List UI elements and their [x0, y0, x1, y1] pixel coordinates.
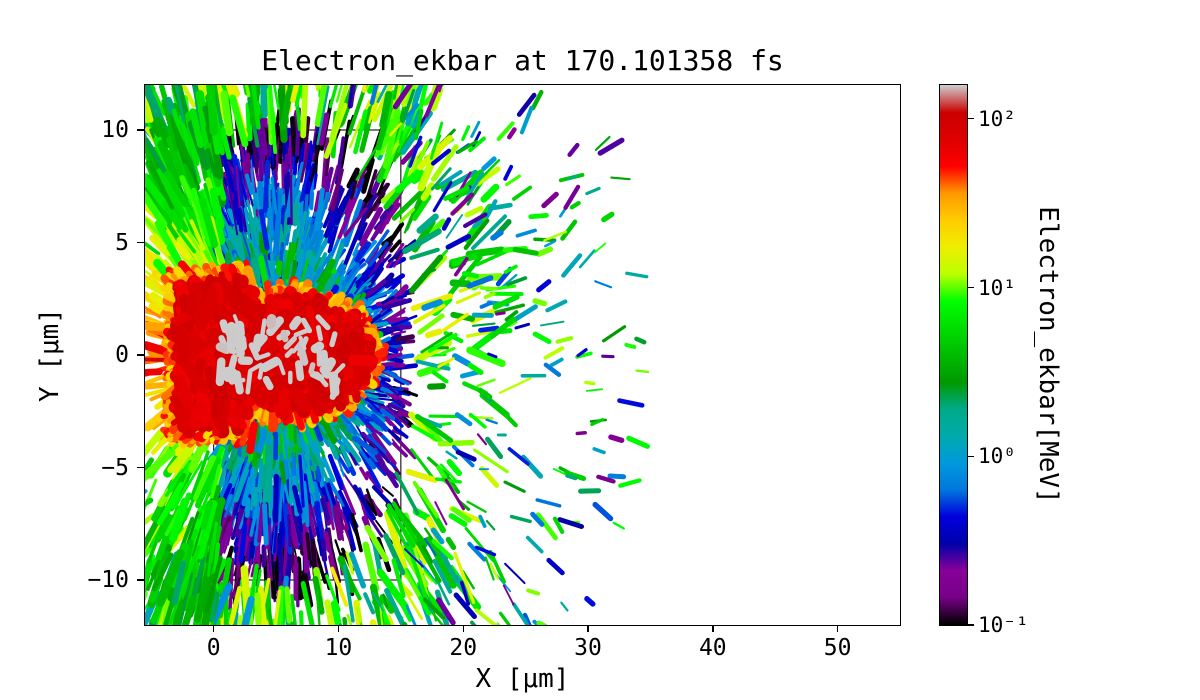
x-tick-mark: [462, 625, 464, 632]
y-tick-mark: [137, 241, 144, 244]
y-tick-label: 0: [115, 342, 129, 368]
colorbar-label: Electron_ekbar[MeV]: [1033, 206, 1063, 504]
y-tick-label: −5: [101, 454, 129, 481]
colorbar-canvas: [940, 85, 967, 625]
x-tick-label: 50: [823, 635, 852, 661]
plot-title: Electron_ekbar at 170.101358 fs: [261, 44, 784, 77]
colorbar-tick-mark: [967, 286, 974, 289]
colorbar: [939, 84, 968, 626]
colorbar-tick-mark: [967, 455, 974, 457]
x-tick-mark: [836, 625, 839, 632]
x-tick-mark: [587, 625, 589, 632]
x-tick-label: 10: [324, 635, 353, 661]
y-tick-label: −10: [87, 567, 129, 593]
x-tick-label: 0: [206, 635, 221, 661]
x-tick-mark: [337, 625, 340, 632]
y-tick-label: 10: [101, 117, 129, 143]
heatmap-canvas: [145, 85, 900, 625]
plot-area: [144, 84, 901, 626]
y-tick-mark: [137, 129, 144, 131]
x-tick-label: 40: [698, 635, 727, 661]
y-tick-mark: [137, 579, 144, 581]
colorbar-tick-label: 10⁻¹: [978, 613, 1029, 637]
x-tick-mark: [212, 625, 215, 632]
colorbar-tick-label: 10²: [978, 106, 1016, 131]
y-tick-mark: [137, 466, 144, 469]
x-axis-label: X [μm]: [475, 664, 570, 694]
y-tick-mark: [137, 354, 144, 356]
colorbar-tick-label: 10⁰: [978, 444, 1016, 469]
x-tick-mark: [712, 625, 714, 632]
colorbar-tick-mark: [967, 624, 974, 626]
x-tick-label: 30: [574, 635, 602, 661]
x-tick-label: 20: [449, 635, 478, 661]
colorbar-tick-mark: [967, 118, 974, 120]
colorbar-tick-label: 10¹: [978, 275, 1016, 300]
y-tick-label: 5: [115, 229, 129, 256]
